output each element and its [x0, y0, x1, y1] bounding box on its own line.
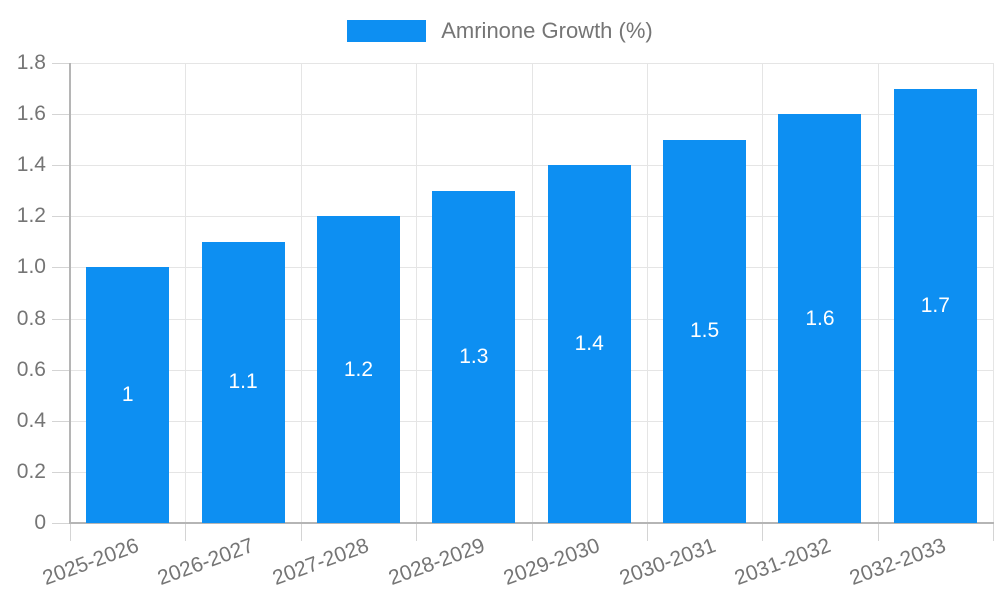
y-tick-mark: [52, 267, 70, 269]
bar-value-label: 1.5: [689, 319, 720, 343]
x-tick-mark: [416, 523, 418, 541]
bar: [663, 139, 747, 523]
x-tick-mark: [300, 523, 302, 541]
bar: [778, 114, 862, 523]
y-tick-mark: [52, 63, 70, 64]
bar-value-label: 1: [121, 383, 134, 407]
x-gridline: [416, 63, 418, 523]
x-gridline: [185, 63, 187, 523]
y-axis-line: [69, 63, 71, 524]
y-tick-label: 1.8: [16, 51, 46, 74]
bar: [86, 267, 170, 523]
legend-swatch: [347, 20, 427, 42]
legend-item[interactable]: Amrinone Growth (%): [347, 18, 653, 44]
bar-value-label: 1.4: [574, 332, 604, 356]
legend-label: Amrinone Growth (%): [441, 18, 653, 43]
y-tick-label: 0.6: [16, 357, 46, 381]
y-tick-label: 0.2: [16, 459, 46, 483]
bar: [201, 241, 285, 523]
y-tick-mark: [52, 420, 70, 422]
bar: [316, 216, 400, 523]
bar-value-label: 1.3: [459, 344, 489, 368]
y-tick-label: 0: [34, 511, 46, 534]
x-gridline: [300, 63, 302, 523]
y-tick-mark: [52, 523, 70, 524]
y-tick-label: 1.6: [16, 102, 46, 126]
y-tick-label: 1.4: [16, 153, 46, 177]
bar: [432, 190, 516, 523]
y-tick-mark: [52, 318, 70, 320]
x-tick-mark: [877, 523, 879, 541]
bar-value-label: 1.6: [805, 306, 835, 330]
x-tick-mark: [185, 523, 187, 541]
y-tick-label: 0.4: [16, 408, 46, 432]
bar: [547, 165, 631, 523]
x-tick-mark: [993, 523, 994, 541]
x-tick-mark: [646, 523, 648, 541]
x-gridline: [877, 63, 879, 523]
bar: [893, 88, 977, 523]
bar-value-label: 1.2: [343, 357, 374, 381]
y-tick-mark: [52, 114, 70, 116]
x-gridline: [646, 63, 648, 523]
y-tick-label: 1.2: [16, 204, 46, 228]
y-tick-label: 0.8: [16, 306, 46, 330]
y-tick-mark: [52, 216, 70, 218]
y-tick-label: 1.0: [16, 255, 46, 279]
legend: Amrinone Growth (%): [0, 18, 1000, 44]
x-axis-line: [69, 522, 994, 524]
bar-value-label: 1.1: [228, 370, 258, 394]
y-tick-mark: [52, 471, 70, 473]
y-tick-mark: [52, 369, 70, 371]
x-tick-mark: [762, 523, 764, 541]
x-tick-mark: [531, 523, 533, 541]
x-gridline: [993, 63, 994, 523]
x-gridline: [762, 63, 764, 523]
bar-value-label: 1.7: [920, 293, 950, 317]
x-tick-mark: [70, 523, 71, 541]
y-tick-mark: [52, 165, 70, 167]
x-gridline: [531, 63, 533, 523]
